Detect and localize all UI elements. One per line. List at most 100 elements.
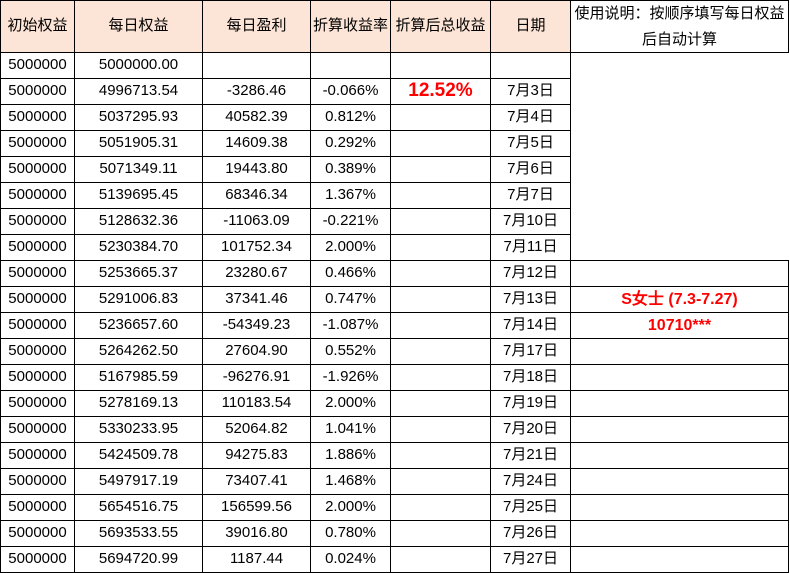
cell-return-rate[interactable]: 1.468%: [310, 468, 391, 495]
cell-total-return[interactable]: [390, 182, 491, 209]
cell-initial-equity[interactable]: 5000000: [0, 260, 75, 287]
cell-daily-equity[interactable]: 4996713.54: [74, 78, 203, 105]
cell-date[interactable]: 7月27日: [490, 546, 571, 573]
cell-return-rate[interactable]: 0.812%: [310, 104, 391, 131]
cell-initial-equity[interactable]: 5000000: [0, 156, 75, 183]
cell-daily-profit[interactable]: -96276.91: [202, 364, 311, 391]
note-cell-empty[interactable]: [570, 494, 789, 521]
cell-initial-equity[interactable]: 5000000: [0, 182, 75, 209]
cell-date[interactable]: 7月12日: [490, 260, 571, 287]
cell-total-return[interactable]: [390, 156, 491, 183]
cell-date[interactable]: 7月6日: [490, 156, 571, 183]
cell-date[interactable]: 7月13日: [490, 286, 571, 313]
cell-daily-profit[interactable]: 156599.56: [202, 494, 311, 521]
cell-initial-equity[interactable]: 5000000: [0, 364, 75, 391]
cell-date[interactable]: 7月17日: [490, 338, 571, 365]
cell-daily-equity[interactable]: 5139695.45: [74, 182, 203, 209]
cell-date[interactable]: 7月4日: [490, 104, 571, 131]
cell-initial-equity[interactable]: 5000000: [0, 104, 75, 131]
cell-daily-profit[interactable]: 27604.90: [202, 338, 311, 365]
cell-return-rate[interactable]: 2.000%: [310, 234, 391, 261]
note-cell-empty[interactable]: [570, 468, 789, 495]
usage-instructions-cell[interactable]: 使用说明：按顺序填写每日权益 后自动计算: [570, 0, 789, 53]
cell-return-rate[interactable]: 0.780%: [310, 520, 391, 547]
cell-initial-equity[interactable]: 5000000: [0, 312, 75, 339]
cell-return-rate[interactable]: 0.292%: [310, 130, 391, 157]
cell-daily-equity[interactable]: 5694720.99: [74, 546, 203, 573]
cell-return-rate[interactable]: 2.000%: [310, 494, 391, 521]
cell-daily-profit[interactable]: 1187.44: [202, 546, 311, 573]
cell-return-rate[interactable]: 0.466%: [310, 260, 391, 287]
cell-return-rate[interactable]: 0.747%: [310, 286, 391, 313]
cell-return-rate[interactable]: 2.000%: [310, 390, 391, 417]
cell-daily-profit[interactable]: 14609.38: [202, 130, 311, 157]
cell-initial-equity[interactable]: 5000000: [0, 546, 75, 573]
cell-daily-equity[interactable]: 5330233.95: [74, 416, 203, 443]
header-initial-equity[interactable]: 初始权益: [0, 0, 75, 53]
cell-initial-equity[interactable]: 5000000: [0, 286, 75, 313]
header-total-return[interactable]: 折算后总收益: [390, 0, 491, 53]
cell-daily-profit[interactable]: 19443.80: [202, 156, 311, 183]
cell-daily-profit[interactable]: -11063.09: [202, 208, 311, 235]
note-cell-empty[interactable]: [570, 390, 789, 417]
cell-total-return[interactable]: [390, 390, 491, 417]
note-cell-empty[interactable]: [570, 364, 789, 391]
note-cell-empty[interactable]: [570, 338, 789, 365]
cell-total-return[interactable]: [390, 130, 491, 157]
cell-daily-profit[interactable]: 52064.82: [202, 416, 311, 443]
cell-daily-profit[interactable]: 73407.41: [202, 468, 311, 495]
cell-total-return[interactable]: [390, 234, 491, 261]
cell-initial-equity[interactable]: 5000000: [0, 78, 75, 105]
cell-return-rate[interactable]: 0.552%: [310, 338, 391, 365]
cell-return-rate[interactable]: 1.886%: [310, 442, 391, 469]
cell-initial-equity[interactable]: 5000000: [0, 130, 75, 157]
cell-daily-equity[interactable]: 5167985.59: [74, 364, 203, 391]
cell-total-return[interactable]: [390, 104, 491, 131]
note-cell-empty[interactable]: [570, 260, 789, 287]
cell-total-return[interactable]: [390, 286, 491, 313]
cell-daily-equity[interactable]: 5051905.31: [74, 130, 203, 157]
note-cell-empty[interactable]: [570, 520, 789, 547]
cell-return-rate[interactable]: -0.221%: [310, 208, 391, 235]
note-cell[interactable]: 10710***: [570, 312, 789, 339]
header-daily-profit[interactable]: 每日盈利: [202, 0, 311, 53]
cell-total-return[interactable]: [390, 520, 491, 547]
cell-daily-equity[interactable]: 5654516.75: [74, 494, 203, 521]
cell-daily-equity[interactable]: 5253665.37: [74, 260, 203, 287]
cell-initial-equity[interactable]: 5000000: [0, 234, 75, 261]
cell-initial-equity[interactable]: 5000000: [0, 208, 75, 235]
cell-initial-equity[interactable]: 5000000: [0, 442, 75, 469]
cell-return-rate[interactable]: 1.367%: [310, 182, 391, 209]
cell-date[interactable]: [490, 52, 571, 79]
cell-date[interactable]: 7月7日: [490, 182, 571, 209]
cell-date[interactable]: 7月14日: [490, 312, 571, 339]
cell-date[interactable]: 7月19日: [490, 390, 571, 417]
header-return-rate[interactable]: 折算收益率: [310, 0, 391, 53]
header-daily-equity[interactable]: 每日权益: [74, 0, 203, 53]
cell-initial-equity[interactable]: 5000000: [0, 520, 75, 547]
cell-date[interactable]: 7月18日: [490, 364, 571, 391]
cell-daily-profit[interactable]: 101752.34: [202, 234, 311, 261]
cell-daily-equity[interactable]: 5424509.78: [74, 442, 203, 469]
cell-daily-equity[interactable]: 5128632.36: [74, 208, 203, 235]
cell-total-return[interactable]: [390, 312, 491, 339]
cell-total-return[interactable]: [390, 442, 491, 469]
cell-daily-equity[interactable]: 5236657.60: [74, 312, 203, 339]
cell-daily-equity[interactable]: 5230384.70: [74, 234, 203, 261]
note-cell-empty[interactable]: [570, 546, 789, 573]
cell-date[interactable]: 7月25日: [490, 494, 571, 521]
cell-daily-equity[interactable]: 5693533.55: [74, 520, 203, 547]
cell-daily-profit[interactable]: 68346.34: [202, 182, 311, 209]
cell-date[interactable]: 7月10日: [490, 208, 571, 235]
cell-total-return[interactable]: [390, 364, 491, 391]
cell-daily-equity[interactable]: 5264262.50: [74, 338, 203, 365]
cell-return-rate[interactable]: 0.389%: [310, 156, 391, 183]
cell-date[interactable]: 7月24日: [490, 468, 571, 495]
cell-return-rate[interactable]: -1.926%: [310, 364, 391, 391]
cell-return-rate[interactable]: 0.024%: [310, 546, 391, 573]
cell-total-return[interactable]: [390, 208, 491, 235]
cell-initial-equity[interactable]: 5000000: [0, 494, 75, 521]
cell-total-return[interactable]: [390, 416, 491, 443]
cell-date[interactable]: 7月26日: [490, 520, 571, 547]
cell-date[interactable]: 7月3日: [490, 78, 571, 105]
